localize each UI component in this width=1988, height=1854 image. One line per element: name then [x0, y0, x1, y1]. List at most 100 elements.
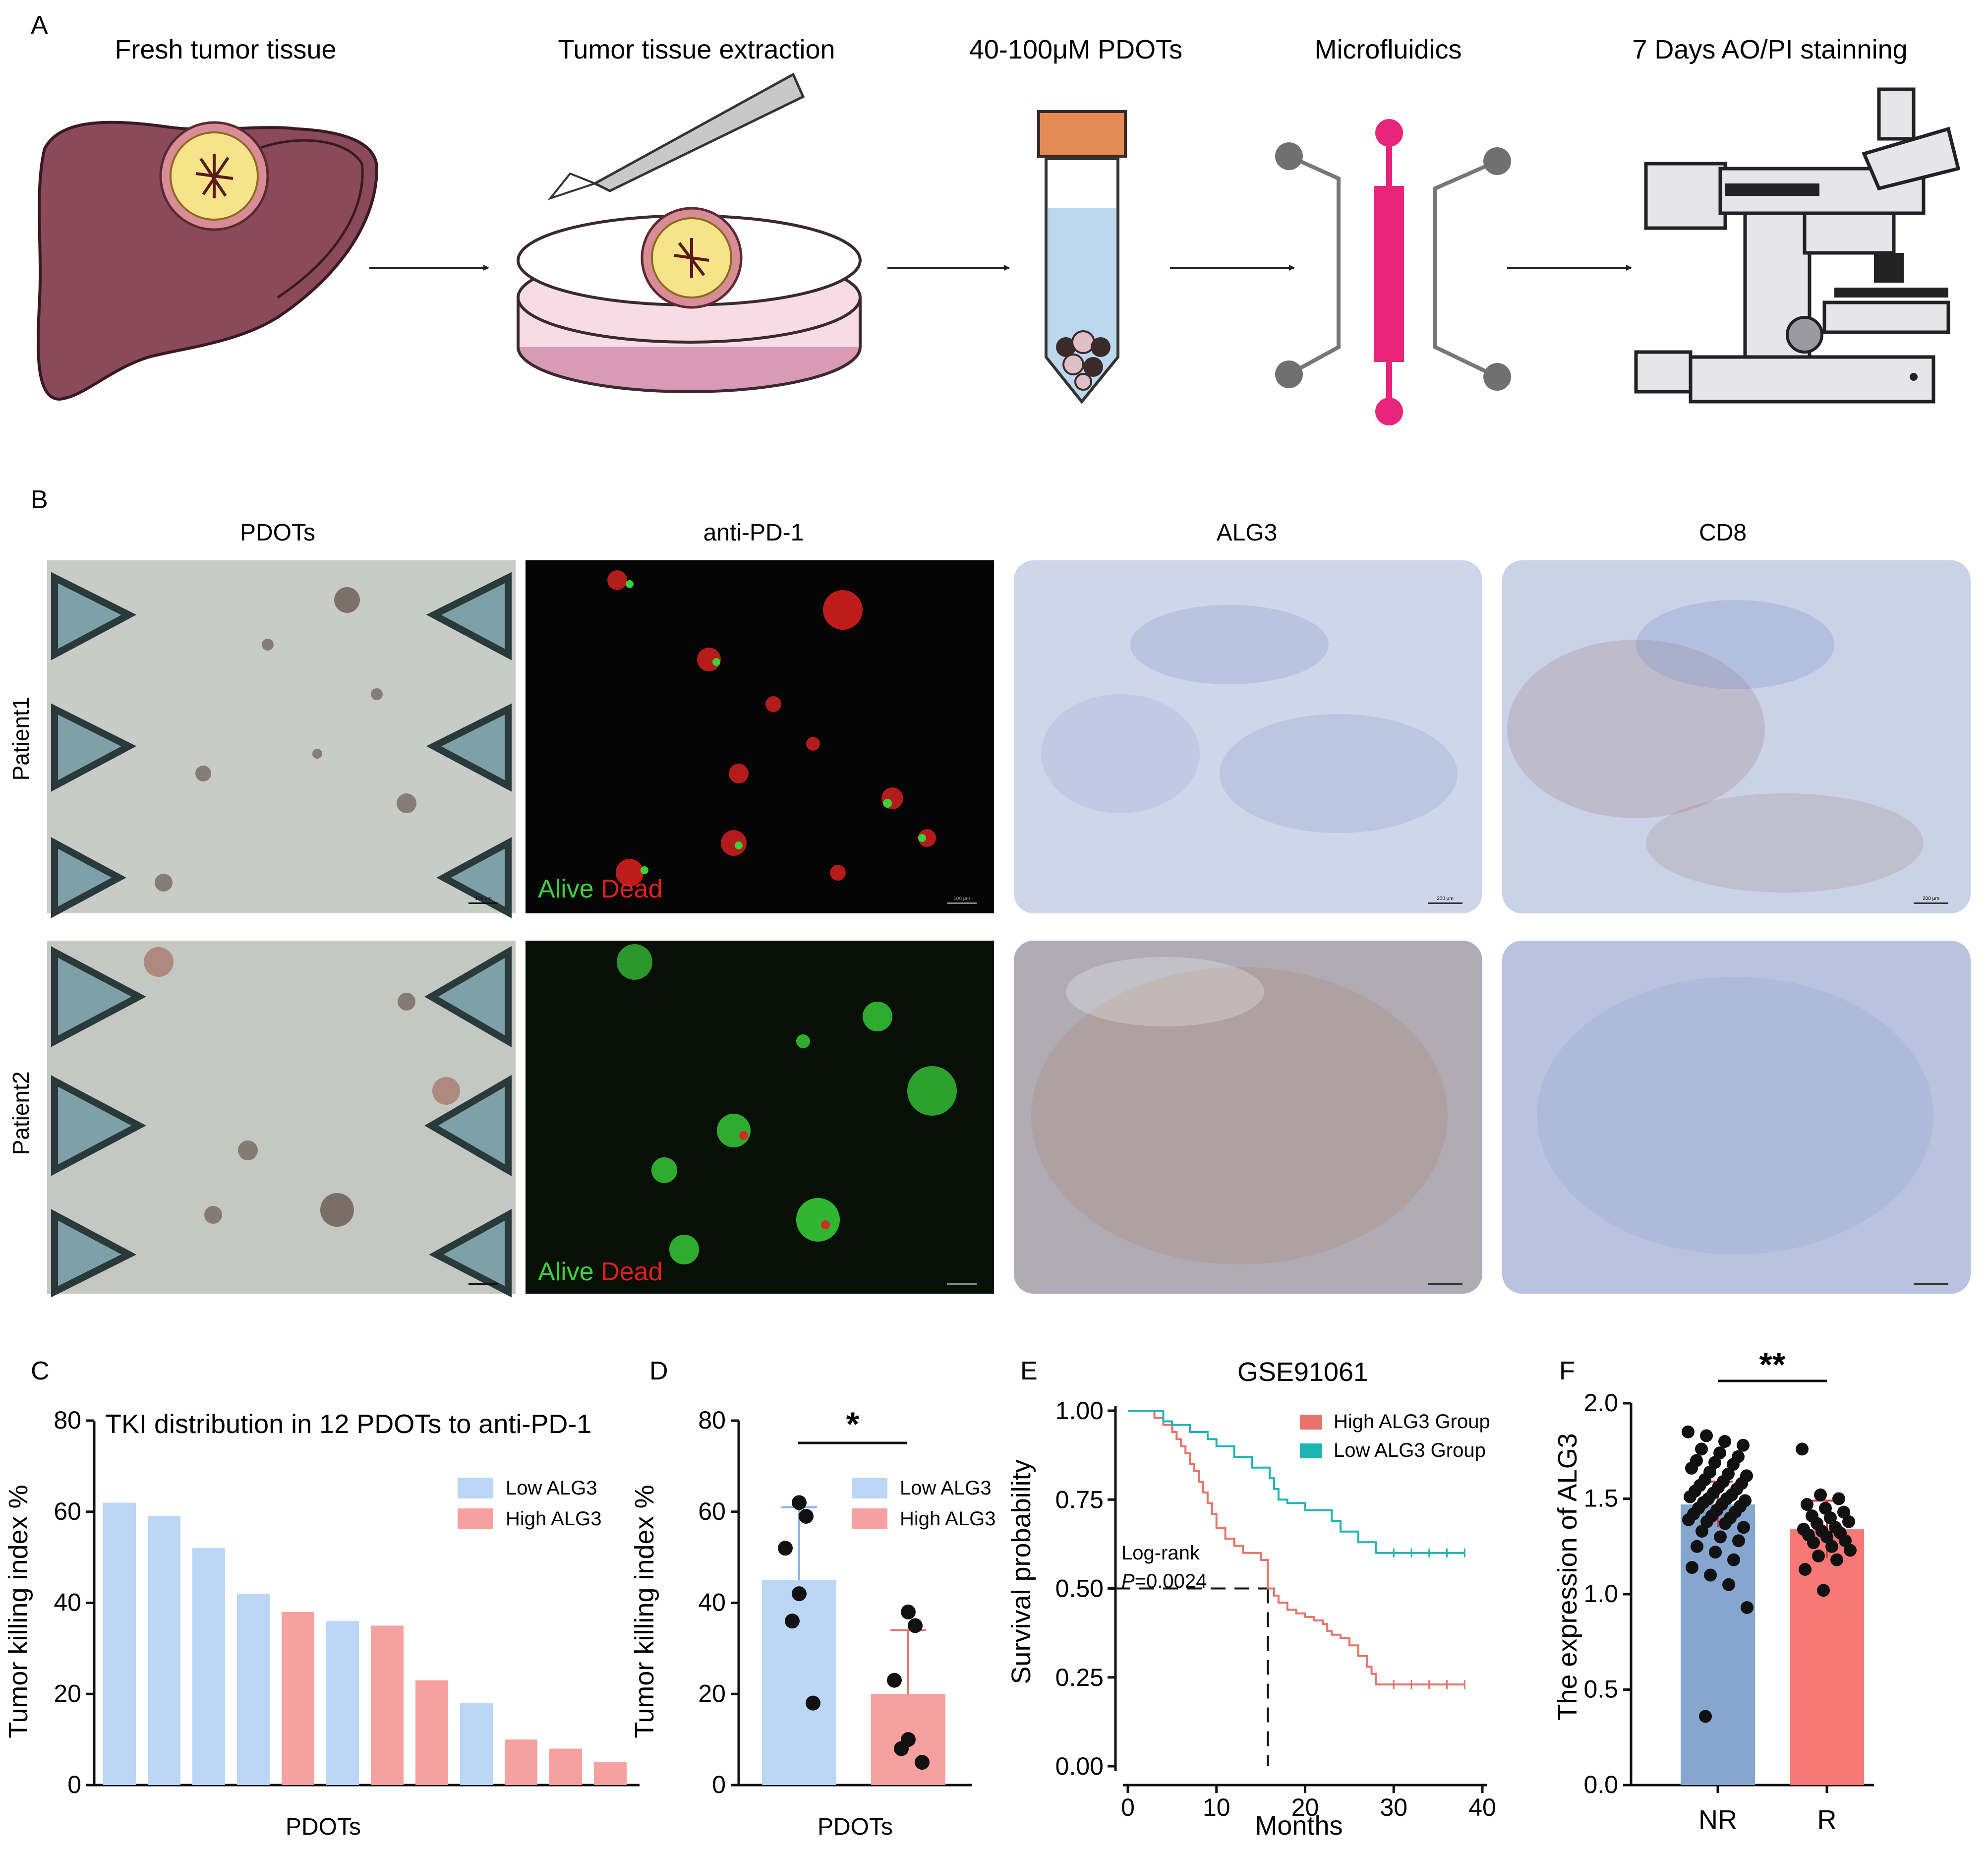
chart-c-legend-swatch-high	[458, 1508, 493, 1529]
bar	[237, 1594, 270, 1785]
data-point	[1817, 1584, 1830, 1597]
y-tick-label: 1.00	[1055, 1397, 1104, 1425]
data-point	[1727, 1458, 1740, 1471]
bar	[762, 1580, 836, 1785]
data-point	[908, 1618, 923, 1633]
bar	[460, 1703, 493, 1785]
data-point	[1708, 1456, 1721, 1469]
chart-e-annotation-p: P	[1121, 1570, 1135, 1592]
chart-c-title: TKI distribution in 12 PDOTs to anti-PD-…	[105, 1409, 591, 1439]
chart-e-xlabel: Months	[1255, 1811, 1343, 1841]
y-tick-label: 60	[54, 1497, 81, 1525]
data-point	[1686, 1561, 1698, 1574]
bar	[415, 1680, 448, 1785]
chart-e-title: GSE91061	[1237, 1357, 1368, 1387]
data-point	[806, 1695, 820, 1711]
step-label-microfluidics: Microfluidics	[1314, 35, 1462, 64]
data-point	[1682, 1425, 1695, 1438]
panel-letter-c: C	[31, 1357, 50, 1385]
x-tick-label: 20	[1291, 1794, 1319, 1821]
bar	[505, 1739, 537, 1785]
chart-d-significance: *	[846, 1405, 860, 1443]
data-point	[1700, 1429, 1713, 1442]
scalpel-icon	[547, 72, 805, 201]
bar	[594, 1762, 627, 1785]
y-tick-label: 1.5	[1583, 1485, 1618, 1512]
chart-e-curves	[1115, 1410, 1465, 1766]
panel-letter-d: D	[649, 1357, 668, 1385]
y-tick-label: 60	[698, 1497, 726, 1525]
chart-e-legend-low: Low ALG3 Group	[1334, 1439, 1486, 1461]
panel-b: B PDOTs anti-PD-1 ALG3 CD8 Patient1 Pati…	[8, 485, 1971, 1298]
data-point	[785, 1614, 800, 1629]
y-tick-label: 0.5	[1583, 1675, 1618, 1703]
panel-f: F 0.0 0.5 1.0 1.5 2.0 NR R The expression of A…	[1553, 1346, 1874, 1835]
data-point	[1844, 1544, 1857, 1557]
y-tick-label: 0.25	[1055, 1664, 1104, 1691]
micrograph-fluorescence-patient2: Alive Dead	[526, 941, 994, 1294]
data-point	[887, 1673, 902, 1688]
data-point	[1842, 1515, 1855, 1528]
bar	[326, 1621, 359, 1785]
micrograph-ihc-alg3-patient2	[1014, 941, 1482, 1294]
data-point	[915, 1755, 930, 1770]
scale-bar-label: 100 μm	[953, 896, 970, 901]
y-tick-label: 20	[698, 1679, 726, 1707]
step-label-pdots: 40-100μM PDOTs	[969, 35, 1182, 64]
y-tick-label: 20	[54, 1679, 81, 1707]
panel-letter-f: F	[1559, 1357, 1575, 1385]
y-tick-label: 0.75	[1055, 1486, 1104, 1513]
chart-e-annotation-pvalue: =0.0024	[1135, 1570, 1207, 1592]
micrograph-ihc-cd8-patient1: 200 μm	[1502, 560, 1971, 913]
data-point	[1695, 1442, 1708, 1456]
column-label-cd8: CD8	[1699, 520, 1747, 546]
data-point	[1727, 1553, 1740, 1566]
y-tick-label: 2.0	[1583, 1389, 1618, 1417]
chart-d-xlabel: PDOTs	[818, 1814, 893, 1840]
chart-f-ylabel: The expression of ALG3	[1553, 1433, 1582, 1720]
liver-icon	[36, 120, 379, 401]
x-tick-label: 10	[1203, 1794, 1230, 1821]
chart-c-ylabel: Tumor killing index %	[3, 1485, 33, 1738]
data-point	[1719, 1517, 1732, 1530]
panel-e: E GSE91061 0.00 0.25 0.50 0.75 1.00 0 10 20 30 40…	[1006, 1357, 1496, 1841]
data-point	[1737, 1438, 1750, 1452]
y-tick-label: 40	[54, 1589, 81, 1616]
data-point	[1799, 1562, 1812, 1576]
data-point	[1704, 1568, 1717, 1582]
data-point	[792, 1495, 807, 1510]
panel-letter-e: E	[1020, 1357, 1038, 1385]
bar	[103, 1502, 136, 1785]
alive-label: Alive	[538, 875, 594, 903]
survival-curve-high	[1128, 1410, 1465, 1686]
micrograph-pdots-patient1: 100 μm	[47, 560, 516, 918]
data-point	[1700, 1515, 1713, 1528]
data-point	[1807, 1536, 1820, 1550]
chart-e-annotation-logrank: Log-rank	[1121, 1542, 1200, 1564]
dead-label: Dead	[601, 875, 662, 903]
row-label-patient1: Patient1	[8, 697, 34, 781]
chart-c-bars	[103, 1502, 627, 1785]
scale-bar-label: 200 μm	[1437, 896, 1454, 901]
chart-d-ylabel: Tumor killing index %	[630, 1485, 659, 1738]
chart-e-axes: 0.00 0.25 0.50 0.75 1.00 0 10 20 30 40	[1055, 1397, 1496, 1821]
row-label-patient2: Patient2	[8, 1072, 34, 1155]
petri-dish-icon	[517, 207, 862, 393]
data-point	[1682, 1513, 1695, 1526]
data-point	[1714, 1530, 1727, 1544]
bar	[371, 1625, 404, 1785]
data-point	[1737, 1521, 1750, 1534]
chart-f-significance: **	[1759, 1346, 1786, 1383]
y-tick-label: 1.0	[1583, 1580, 1618, 1608]
svg-text:P=0.0024: P=0.0024	[1121, 1570, 1207, 1592]
chart-c-axes: 0 20 40 60 80	[54, 1406, 640, 1798]
panel-letter-a: A	[31, 11, 48, 40]
panel-a: A Fresh tumor tissue Tumor tissue extrac…	[31, 11, 1961, 425]
data-point	[894, 1741, 909, 1756]
data-point	[1699, 1710, 1712, 1723]
y-tick-label: 40	[698, 1589, 726, 1616]
svg-text:Alive Dead: Alive Dead	[538, 875, 662, 903]
data-point	[1837, 1505, 1850, 1519]
